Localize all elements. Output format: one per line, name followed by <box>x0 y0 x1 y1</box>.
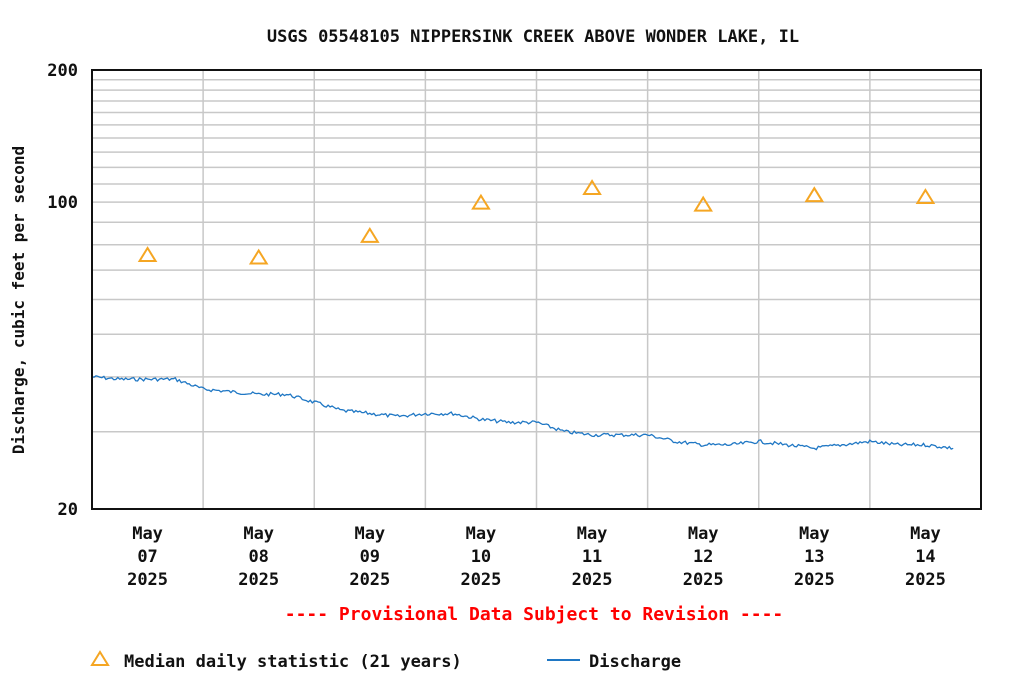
median-point <box>693 195 713 212</box>
median-series <box>137 179 936 265</box>
grid <box>92 69 981 509</box>
median-point <box>248 248 269 265</box>
y-tick-label: 200 <box>47 61 78 81</box>
discharge-series <box>91 375 954 451</box>
x-tick-label: 12 <box>693 547 713 567</box>
legend-discharge-label: Discharge <box>589 652 681 672</box>
x-tick-label: 2025 <box>238 570 279 590</box>
x-tick-label: 2025 <box>572 570 613 590</box>
x-tick-label: 13 <box>804 547 824 567</box>
median-point <box>915 188 936 205</box>
median-point <box>471 193 491 210</box>
x-tick-label: 08 <box>248 547 268 567</box>
x-tick-label: May <box>910 524 941 544</box>
provisional-note: ---- Provisional Data Subject to Revisio… <box>285 604 784 625</box>
x-tick-label: 2025 <box>127 570 168 590</box>
legend: Median daily statistic (21 years) Discha… <box>90 650 681 672</box>
x-tick-label: 10 <box>471 547 491 567</box>
plot-frame <box>91 69 982 510</box>
x-tick-label: May <box>243 524 274 544</box>
median-point <box>582 179 602 195</box>
x-tick-label: May <box>688 524 719 544</box>
x-tick-label: 2025 <box>460 570 501 590</box>
y-tick-labels: 200 100 20 <box>47 61 78 520</box>
legend-median-label: Median daily statistic (21 years) <box>124 652 462 672</box>
x-tick-label: 09 <box>360 547 380 567</box>
x-tick-label: May <box>577 524 608 544</box>
y-tick-label: 20 <box>58 500 78 520</box>
x-tick-label: 14 <box>915 547 935 567</box>
x-tick-label: 2025 <box>794 570 835 590</box>
legend-median-marker <box>90 650 110 666</box>
median-point <box>804 186 825 203</box>
median-point <box>137 246 158 262</box>
x-tick-label: May <box>354 524 385 544</box>
x-tick-label: 2025 <box>905 570 946 590</box>
x-tick-label: 2025 <box>349 570 390 590</box>
x-tick-label: May <box>132 524 163 544</box>
median-point <box>360 226 380 243</box>
discharge-line <box>91 375 954 451</box>
y-axis-label: Discharge, cubic feet per second <box>9 146 28 454</box>
x-tick-label: 2025 <box>683 570 724 590</box>
x-tick-label: 07 <box>137 547 157 567</box>
x-tick-label: 11 <box>582 547 602 567</box>
chart-title: USGS 05548105 NIPPERSINK CREEK ABOVE WON… <box>267 27 799 47</box>
x-tick-labels: May 07 2025 May 08 2025 May 09 2025 May 10 2025 May 1… <box>127 524 946 590</box>
x-tick-label: May <box>466 524 497 544</box>
y-tick-label: 100 <box>47 193 78 213</box>
x-tick-label: May <box>799 524 830 544</box>
